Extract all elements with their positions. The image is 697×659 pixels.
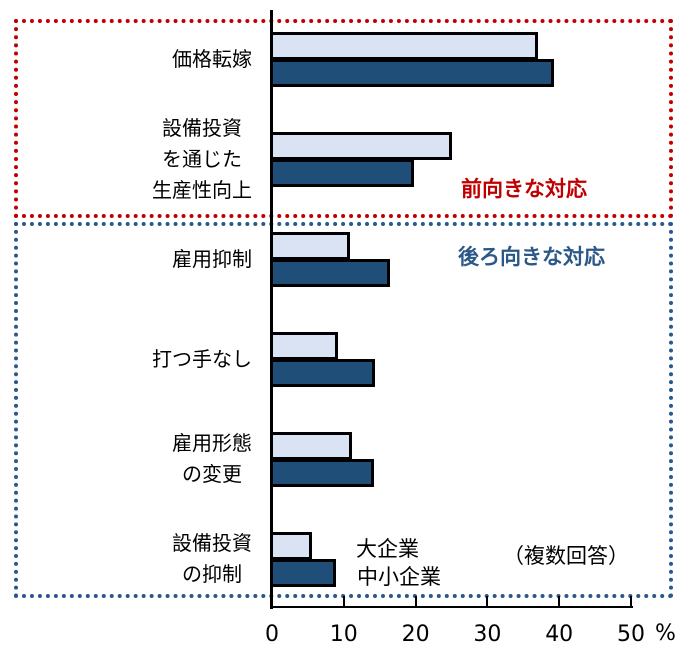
legend-sme: 中小企業 <box>357 565 441 589</box>
x-axis-tick-label: 50 <box>617 622 645 647</box>
bar-sme <box>272 59 554 87</box>
bar-large <box>272 132 452 160</box>
forward-response-group-box <box>14 19 673 218</box>
y-axis-line <box>270 10 273 609</box>
x-axis-tick <box>342 596 345 607</box>
category-label: 価格転嫁 <box>172 46 252 71</box>
bar-large <box>272 432 352 460</box>
category-label: 設備投資 の抑制 <box>172 531 252 586</box>
x-axis-line <box>271 606 633 608</box>
x-axis-unit: % <box>655 621 676 646</box>
forward-response-label: 前向きな対応 <box>461 177 587 201</box>
bar-large <box>272 532 312 560</box>
x-axis-tick <box>630 596 632 607</box>
x-axis-tick-label: 10 <box>329 622 358 647</box>
x-axis-tick <box>271 596 273 607</box>
x-axis-tick-label: 20 <box>401 622 430 647</box>
x-axis-tick <box>486 596 489 607</box>
bar-sme <box>272 259 390 287</box>
x-axis-tick <box>558 596 561 607</box>
bar-large <box>272 32 538 60</box>
bar-sme <box>272 159 414 187</box>
x-axis-tick <box>414 596 417 607</box>
x-axis-tick-label: 0 <box>265 622 279 647</box>
category-label: 打つ手なし <box>152 346 252 371</box>
x-axis-tick-label: 30 <box>473 622 502 647</box>
multiple-answer-note: （複数回答） <box>503 544 629 568</box>
bar-sme <box>272 459 374 487</box>
bar-large <box>272 232 350 260</box>
category-label: 雇用形態 の変更 <box>172 431 252 486</box>
bar-large <box>272 332 338 360</box>
category-label: 設備投資 を通じた 生産性向上 <box>152 115 252 202</box>
x-axis-tick-label: 40 <box>545 622 574 647</box>
bar-sme <box>272 359 375 387</box>
category-label: 雇用抑制 <box>172 246 252 271</box>
backward-response-label: 後ろ向きな対応 <box>458 245 605 269</box>
bar-sme <box>272 559 336 587</box>
legend-large-enterprise: 大企業 <box>356 537 419 561</box>
